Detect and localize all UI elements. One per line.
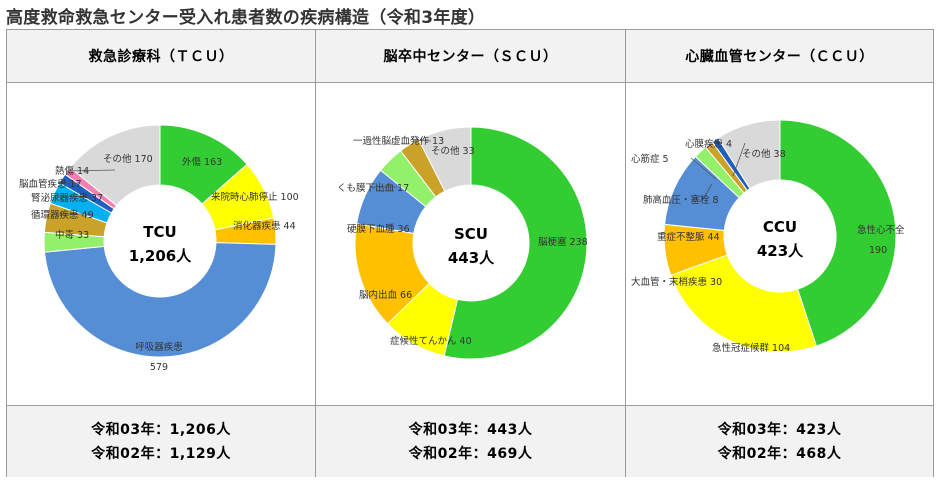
- panel-footer: 令和03年：423人 令和02年：468人: [626, 405, 933, 477]
- panel-scu: 脳卒中センター（ＳＣＵ） 脳梗塞 238 症候性てんかん 40 脳内出血 66 硬膜下…: [316, 30, 626, 477]
- donut-slice: [69, 124, 161, 207]
- center-label: TCU: [143, 223, 176, 241]
- slice-label: 呼吸器疾患: [135, 341, 183, 353]
- donut-chart-tcu: 外傷 163 来院時心肺停止 100 消化器疾患 44 呼吸器疾患 579 中毒 33 循環…: [19, 124, 299, 373]
- slice-label: 循環器疾患 49: [31, 209, 94, 221]
- donut-chart-ccu: 急性心不全 190 急性冠症候群 104 大血管・末梢疾患 30 重症不整脈 44 肺高血…: [631, 119, 905, 354]
- slice-label: 急性心不全: [857, 224, 905, 236]
- chart-area: 急性心不全 190 急性冠症候群 104 大血管・末梢疾患 30 重症不整脈 44 肺高血…: [626, 83, 933, 405]
- slice-label: 脳梗塞 238: [538, 236, 588, 248]
- slice-label: 来院時心肺停止 100: [211, 191, 299, 203]
- slice-value: 579: [150, 362, 168, 373]
- panel-ccu: 心臓血管センター（ＣＣＵ） 急性心不全 190 急性冠症候群 104 大血管・末梢疾患…: [626, 30, 933, 477]
- footer-line-r02: 令和02年：1,129人: [91, 445, 231, 462]
- chart-area: 外傷 163 来院時心肺停止 100 消化器疾患 44 呼吸器疾患 579 中毒 33 循環…: [7, 83, 315, 405]
- slice-label: 心膜疾患 4: [685, 138, 732, 150]
- panel-header: 救急診療科（ＴＣＵ）: [7, 30, 315, 83]
- slice-label: その他 170: [103, 153, 153, 165]
- leader-line: [732, 142, 746, 177]
- center-value: 423人: [757, 242, 804, 260]
- donut-slice: [43, 242, 277, 358]
- slice-value: 190: [869, 245, 887, 256]
- slice-label: 大血管・末梢疾患 30: [631, 276, 722, 288]
- donut-chart-scu: 脳梗塞 238 症候性てんかん 40 脳内出血 66 硬膜下血腫 36 くも膜下出血 1…: [337, 126, 588, 360]
- slice-label: 症候性てんかん 40: [390, 335, 472, 347]
- leader-line: [412, 139, 432, 142]
- slice-label: 脳血管疾患 17: [19, 178, 82, 190]
- footer-line-r02: 令和02年：469人: [408, 445, 533, 462]
- slice-label: 脳内出血 66: [359, 289, 412, 301]
- slice-label: 心筋症 5: [631, 153, 669, 165]
- slice-label: くも膜下出血 17: [337, 182, 409, 194]
- page-title: 高度救命救急センター受入れ患者数の疾病構造（令和3年度）: [6, 8, 486, 28]
- slice-label: その他 38: [742, 148, 786, 160]
- panel-footer: 令和03年：443人 令和02年：469人: [316, 405, 625, 477]
- footer-line-r03: 令和03年：1,206人: [91, 421, 231, 438]
- center-value: 1,206人: [129, 247, 192, 265]
- donut-slice: [779, 119, 897, 347]
- center-label: SCU: [454, 225, 488, 243]
- leader-line: [54, 195, 92, 198]
- slice-label: 腎泌尿器疾患 37: [31, 192, 103, 204]
- footer-line-r02: 令和02年：468人: [717, 445, 842, 462]
- chart-area: 脳梗塞 238 症候性てんかん 40 脳内出血 66 硬膜下血腫 36 くも膜下出血 1…: [316, 83, 625, 405]
- center-value: 443人: [448, 249, 495, 267]
- donut-slice: [443, 126, 588, 360]
- panel-tcu: 救急診療科（ＴＣＵ） 外傷 163 来院時心肺停止 100 消化器疾患 44 呼吸器疾…: [7, 30, 316, 477]
- slice-label: 熱傷 14: [55, 165, 89, 177]
- slice-label: 硬膜下血腫 36: [347, 223, 410, 235]
- slice-label: 肺高血圧・塞栓 8: [643, 194, 719, 206]
- slice-label: 急性冠症候群 104: [712, 342, 790, 354]
- slice-label: 一過性脳虚血発作 13: [353, 135, 444, 147]
- donut-slice: [670, 254, 818, 353]
- slice-label: 外傷 163: [182, 156, 222, 168]
- leader-line: [66, 169, 116, 172]
- leader-line: [702, 183, 713, 200]
- center-label: CCU: [763, 218, 797, 236]
- slice-label: 重症不整脈 44: [657, 231, 720, 243]
- panel-header: 心臓血管センター（ＣＣＵ）: [626, 30, 933, 83]
- panel-header: 脳卒中センター（ＳＣＵ）: [316, 30, 625, 83]
- leader-line: [690, 157, 717, 180]
- donut-slice: [717, 119, 781, 190]
- slice-label: その他 33: [431, 145, 475, 157]
- slice-label: 消化器疾患 44: [233, 220, 296, 232]
- slice-label: 中毒 33: [55, 229, 89, 241]
- donut-slice: [417, 126, 472, 192]
- chart-table: 救急診療科（ＴＣＵ） 外傷 163 来院時心肺停止 100 消化器疾患 44 呼吸器疾…: [6, 29, 934, 477]
- panel-footer: 令和03年：1,206人 令和02年：1,129人: [7, 405, 315, 477]
- footer-line-r03: 令和03年：443人: [408, 421, 533, 438]
- footer-line-r03: 令和03年：423人: [717, 421, 842, 438]
